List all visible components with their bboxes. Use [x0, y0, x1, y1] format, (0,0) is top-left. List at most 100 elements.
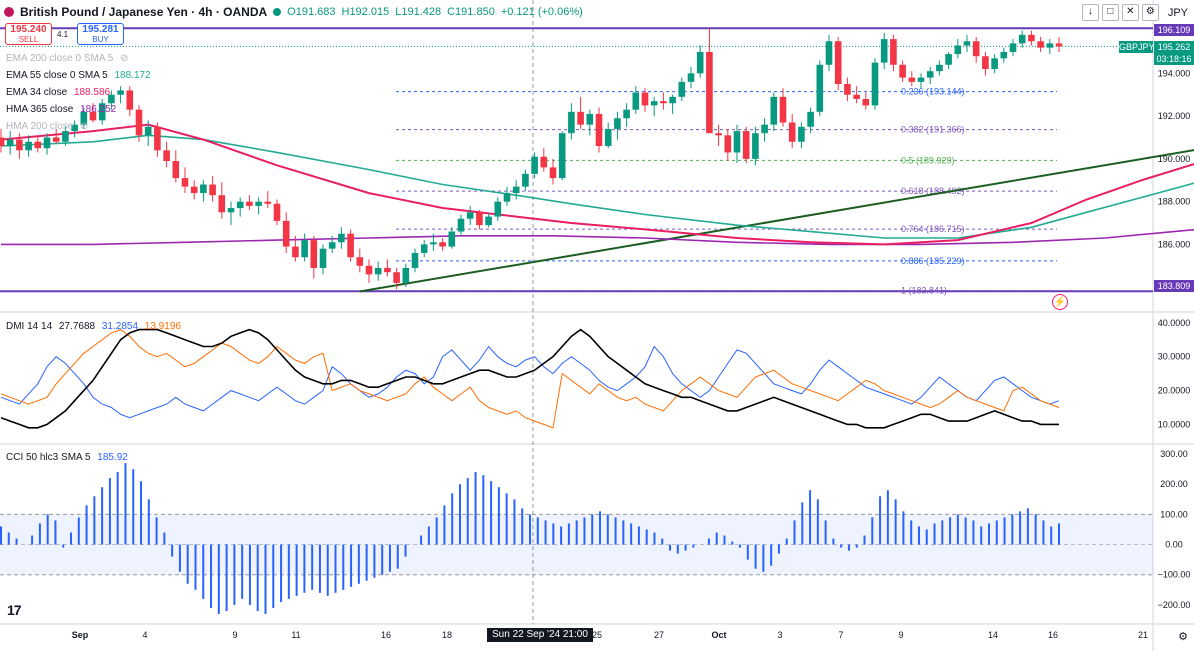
candle-body — [816, 64, 824, 112]
legend-ema34[interactable]: EMA 34 close 188.586 — [6, 87, 110, 98]
time-axis-tick: 4 — [142, 630, 147, 640]
spread-value: 4.1 — [57, 30, 69, 39]
time-axis-tick: 27 — [654, 630, 664, 640]
eye-off-icon[interactable]: ⊘ — [120, 53, 129, 64]
buy-button[interactable]: 195.281 BUY — [77, 23, 124, 45]
candle-body — [963, 41, 971, 46]
candle-body — [144, 126, 152, 136]
candle-body — [98, 103, 106, 121]
candle-body — [687, 73, 695, 82]
buy-price: 195.281 — [82, 24, 119, 35]
currency-label[interactable]: JPY — [1167, 6, 1188, 19]
candle-body — [292, 246, 299, 258]
candle-body — [1018, 34, 1026, 44]
hma365-line — [1, 228, 1194, 246]
candle-body — [172, 161, 180, 179]
ohlc-low: L191.428 — [395, 6, 442, 18]
legend-cci-label: CCI 50 hlc3 SMA 5 — [6, 452, 91, 463]
ema34-line — [0, 123, 1194, 246]
lightning-icon[interactable]: ⚡ — [1052, 294, 1068, 310]
legend-hma200-label: HMA 200 close — [6, 121, 74, 132]
candle-body — [540, 156, 548, 168]
cci-axis-tick: −100.00 — [1158, 570, 1191, 580]
candle-body — [0, 137, 5, 147]
legend-cci[interactable]: CCI 50 hlc3 SMA 5 185.92 — [6, 452, 128, 463]
pound-flag-icon — [4, 7, 14, 17]
candle-body — [917, 77, 925, 82]
candle-body — [853, 94, 860, 99]
candle-body — [264, 201, 272, 204]
candle-body — [347, 233, 354, 258]
price-axis-tick: 186.000 — [1158, 239, 1191, 249]
time-axis-tick: 3 — [777, 630, 782, 640]
candle-body — [80, 111, 88, 125]
candle-body — [972, 41, 980, 57]
time-axis-tick: 16 — [1048, 630, 1058, 640]
candle-body — [770, 96, 778, 125]
candle-body — [558, 133, 566, 179]
candle-body — [476, 212, 483, 226]
symbol-title[interactable]: British Pound / Japanese Yen · 4h · OAND… — [20, 5, 268, 19]
cci-axis-tick: 300.00 — [1160, 449, 1188, 459]
legend-ema34-label: EMA 34 close — [6, 87, 68, 98]
legend-hma365-value: 186.252 — [80, 104, 117, 115]
time-axis-tick: 25 — [592, 630, 602, 640]
fib-level-label: 0.764 (186.715) — [901, 224, 965, 234]
candle-body — [466, 212, 474, 219]
fib-level-label: 0.618 (188.492) — [901, 186, 965, 196]
candle-body — [798, 126, 805, 142]
candle-body — [595, 113, 603, 147]
symbol-tag: GBPJPY — [1119, 41, 1155, 53]
candle-body — [255, 201, 262, 206]
legend-cci-value: 185.92 — [97, 452, 128, 463]
candle-body — [494, 201, 502, 217]
candle-layer — [0, 28, 1063, 290]
dmi-layer — [0, 328, 1060, 429]
candle-body — [420, 244, 428, 253]
candle-body — [457, 218, 465, 232]
legend-ema55-value: 188.172 — [114, 70, 151, 81]
candle-body — [880, 39, 888, 63]
candle-body — [402, 267, 410, 283]
buy-label: BUY — [92, 35, 109, 44]
legend-hma365[interactable]: HMA 365 close 186.252 — [6, 104, 116, 115]
maximize-icon[interactable]: □ — [1101, 4, 1119, 21]
dmi-series-line — [0, 328, 1059, 429]
chart-header: British Pound / Japanese Yen · 4h · OAND… — [4, 4, 583, 20]
candle-body — [614, 118, 621, 129]
candle-body — [1000, 51, 1008, 59]
time-axis-tick: 11 — [291, 630, 300, 640]
candle-body — [246, 201, 253, 206]
sell-button[interactable]: 195.240 SELL — [5, 23, 52, 45]
arrow-down-icon[interactable]: ↓ — [1081, 4, 1099, 21]
candle-body — [89, 111, 97, 121]
candle-body — [926, 71, 934, 78]
settings-icon[interactable]: ⚙ — [1141, 4, 1159, 21]
candle-body — [890, 39, 897, 65]
legend-ema200-label: EMA 200 close 0 SMA 5 — [6, 53, 114, 64]
candle-body — [761, 124, 768, 134]
legend-ema200[interactable]: EMA 200 close 0 SMA 5 ⊘ — [6, 53, 128, 64]
settings-gear-icon[interactable]: ⚙ — [1178, 631, 1188, 643]
close-icon[interactable]: ✕ — [1121, 4, 1139, 21]
candle-body — [549, 167, 557, 179]
candle-body — [604, 128, 612, 147]
candle-body — [117, 90, 124, 95]
legend-ema55[interactable]: EMA 55 close 0 SMA 5 188.172 — [6, 70, 151, 81]
candle-body — [1046, 43, 1054, 48]
eye-off-icon[interactable]: ⊘ — [80, 121, 89, 132]
candle-body — [954, 45, 962, 55]
candle-body — [227, 208, 235, 213]
legend-hma200[interactable]: HMA 200 close ⊘ — [6, 121, 88, 132]
date-cursor-label: Sun 22 Sep '24 21:00 — [487, 628, 593, 642]
price-axis-tick: 192.000 — [1158, 111, 1191, 121]
dmi-series-line — [0, 345, 1060, 419]
candle-body — [512, 186, 520, 194]
legend-dmi[interactable]: DMI 14 14 27.7688 31.2854 13.9196 — [6, 321, 181, 332]
candle-body — [411, 252, 419, 268]
candle-body — [503, 193, 511, 202]
candle-body — [1037, 41, 1044, 48]
candle-body — [752, 133, 759, 159]
